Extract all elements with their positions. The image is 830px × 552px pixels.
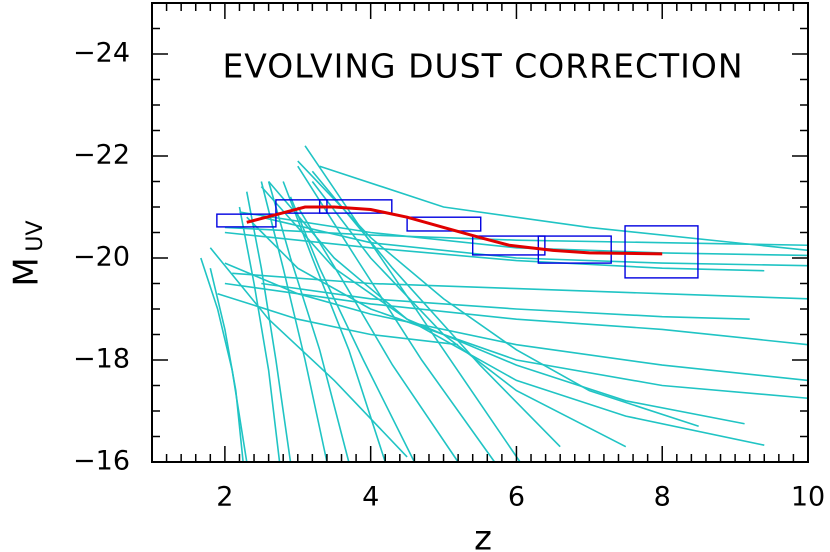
track-line [267, 181, 350, 463]
y-tick-label: −18 [73, 344, 130, 375]
track-line [224, 231, 765, 272]
x-tick-label: 8 [654, 482, 671, 513]
track-line [261, 216, 809, 267]
series-line [246, 205, 663, 256]
track-line [289, 196, 416, 463]
x-tick-label: 4 [362, 482, 379, 513]
track-line [260, 186, 745, 425]
y-tick-label: −24 [73, 38, 130, 69]
y-tick-label: −20 [73, 242, 130, 273]
y-axis-label-main: M [7, 257, 47, 286]
track-line [311, 181, 627, 448]
track-line [239, 211, 809, 257]
track-line [311, 170, 561, 448]
track-line [282, 181, 387, 463]
track-line [297, 160, 699, 428]
track-line [217, 292, 459, 346]
track-line [232, 272, 809, 300]
data-box [406, 216, 482, 232]
track-line [268, 180, 765, 446]
track-line [245, 191, 292, 463]
data-box [216, 213, 277, 228]
x-tick-label: 6 [508, 482, 525, 513]
y-tick-label: −16 [73, 446, 130, 477]
track-line [238, 206, 281, 463]
track-line [209, 268, 244, 463]
track-line [319, 165, 809, 252]
data-box [472, 235, 546, 256]
y-axis-label-sub: UV [23, 220, 48, 251]
x-tick-label: 2 [216, 482, 233, 513]
track-line [209, 247, 408, 458]
track-line [261, 282, 750, 320]
track-line [224, 226, 809, 247]
track-line [224, 262, 809, 382]
x-axis-label: z [474, 519, 492, 552]
track-line [200, 257, 248, 463]
x-tick-label: 10 [791, 482, 825, 513]
track-line [224, 282, 809, 346]
data-box [275, 199, 393, 214]
data-box [624, 225, 699, 279]
track-line [260, 181, 328, 463]
y-axis-label: M UV [7, 220, 49, 286]
annotation: EVOLVING DUST CORRECTION [222, 47, 743, 86]
y-tick-label: −22 [73, 140, 130, 171]
